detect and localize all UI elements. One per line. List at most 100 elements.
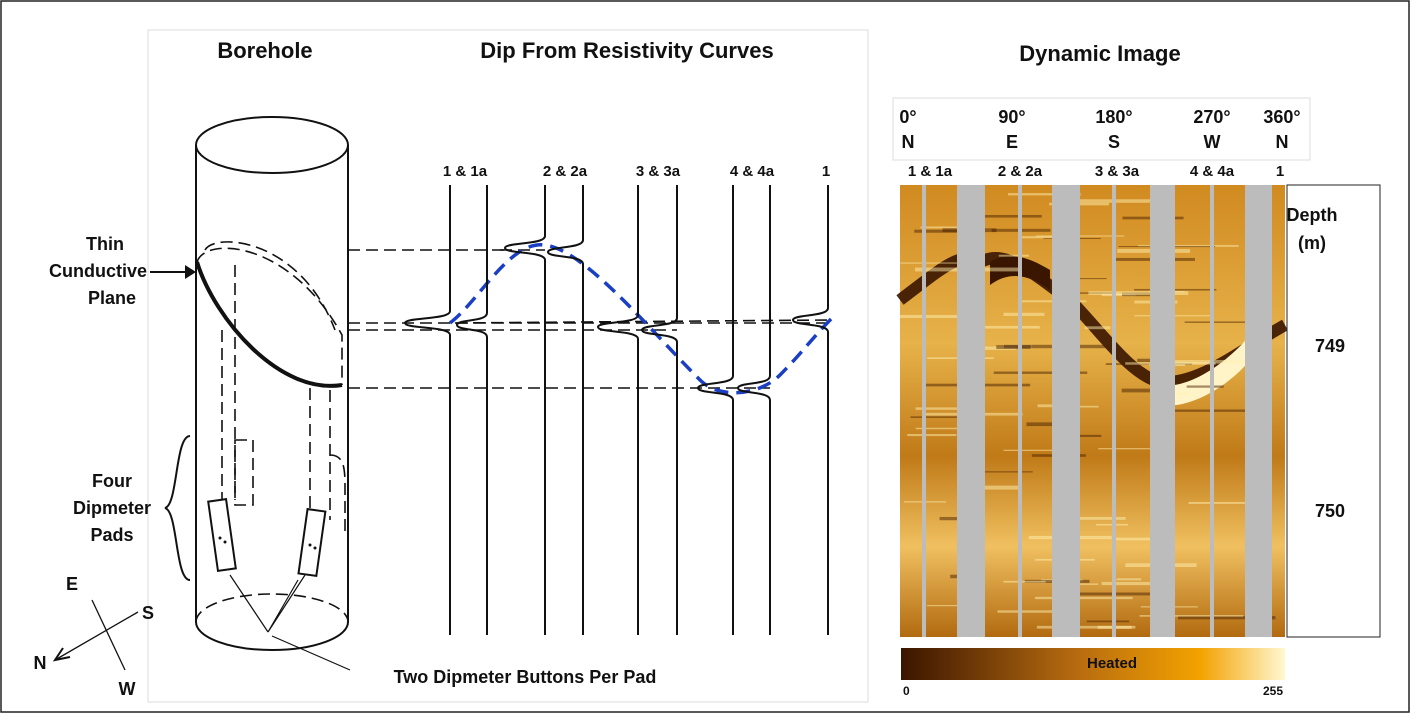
texture-streak: [1184, 321, 1259, 323]
texture-streak: [1086, 620, 1130, 623]
texture-streak: [1134, 288, 1217, 291]
texture-streak: [1007, 193, 1081, 196]
texture-streak: [984, 485, 1020, 490]
colorbar-min: 0: [903, 684, 910, 698]
curve-label: 1: [822, 163, 830, 180]
texture-streak: [1021, 236, 1062, 239]
compass-label: S: [142, 603, 154, 623]
button-gap: [922, 185, 926, 637]
texture-streak: [900, 262, 977, 264]
button-gap: [1210, 185, 1214, 637]
curve: [546, 185, 584, 635]
dynamic-image: [896, 185, 1288, 637]
texture-streak: [926, 604, 979, 607]
texture-streak: [993, 371, 1088, 374]
texture-streak: [1063, 592, 1173, 596]
compass-label: E: [66, 574, 78, 594]
title: Dip From Resistivity Curves: [480, 38, 773, 63]
texture-streak: [972, 325, 1040, 329]
button-gap: [1112, 185, 1116, 637]
depth-unit: (m): [1298, 233, 1326, 253]
texture-streak: [1034, 596, 1133, 600]
compass-label: W: [119, 679, 136, 699]
texture-streak: [1068, 405, 1099, 408]
curve: [791, 185, 829, 635]
depth-mark: 749: [1315, 336, 1345, 356]
curve: [736, 185, 771, 635]
texture-streak: [1036, 625, 1136, 629]
texture-streak: [998, 254, 1029, 257]
texture-streak: [1003, 449, 1081, 451]
texture-streak: [915, 407, 961, 410]
left-panel: [147, 29, 869, 703]
colorbar-label: Heated: [1087, 655, 1137, 672]
texture-streak: [1037, 404, 1058, 408]
colorbar: [901, 648, 1285, 680]
texture-streak: [1084, 326, 1111, 330]
azimuth-direction: W: [1204, 132, 1221, 152]
texture-streak: [907, 433, 957, 437]
button-gap: [1018, 185, 1022, 637]
curve-label: 3 & 3a: [636, 163, 681, 180]
title: Borehole: [217, 38, 312, 63]
plane-label: Plane: [88, 288, 136, 308]
buttons-label: Two Dipmeter Buttons Per Pad: [394, 667, 657, 687]
texture-streak: [1121, 388, 1173, 393]
texture-streak: [1036, 235, 1125, 237]
azimuth-angle: 270°: [1193, 107, 1230, 127]
depth-title: Depth: [1287, 205, 1338, 225]
curve-label: 1 & 1a: [443, 163, 488, 180]
texture-streak: [1098, 448, 1163, 450]
texture-streak: [915, 427, 978, 430]
texture-streak: [1137, 245, 1239, 247]
texture-streak: [1178, 616, 1276, 620]
curve: [596, 185, 639, 635]
azimuth-angle: 180°: [1095, 107, 1132, 127]
texture-streak: [1186, 385, 1224, 388]
pad-label: 4 & 4a: [1190, 163, 1235, 180]
texture-streak: [1101, 581, 1154, 586]
pad-label: 2 & 2a: [998, 163, 1043, 180]
colorbar-max: 255: [1263, 684, 1283, 698]
texture-streak: [1003, 580, 1046, 583]
resistivity-curves: [348, 185, 834, 635]
azimuth-direction: S: [1108, 132, 1120, 152]
azimuth-direction: N: [902, 132, 915, 152]
azimuth-angle: 360°: [1263, 107, 1300, 127]
pads-label: Pads: [90, 525, 133, 545]
texture-streak: [980, 471, 1033, 473]
plane-label: Thin: [86, 234, 124, 254]
texture-streak: [900, 314, 961, 319]
texture-streak: [1026, 422, 1058, 427]
depth-mark: 750: [1315, 501, 1345, 521]
texture-streak: [997, 610, 1057, 613]
borehole-drawing: [52, 116, 351, 671]
texture-streak: [1112, 537, 1158, 541]
azimuth-direction: E: [1006, 132, 1018, 152]
texture-streak: [1070, 583, 1099, 585]
compass-label: N: [34, 653, 47, 673]
pad-gap: [1245, 185, 1272, 637]
texture-streak: [1116, 578, 1142, 581]
azimuth-angle: 0°: [899, 107, 916, 127]
texture-streak: [1095, 523, 1129, 526]
pad-gap: [1150, 185, 1175, 637]
texture-streak: [1003, 312, 1045, 316]
texture-streak: [1188, 501, 1264, 504]
curve: [640, 185, 678, 635]
pad-label: 1 & 1a: [908, 163, 953, 180]
curve-label: 2 & 2a: [543, 163, 588, 180]
texture-streak: [1058, 516, 1126, 520]
pad-gap: [1052, 185, 1080, 637]
texture-streak: [977, 214, 1042, 218]
texture-streak: [920, 226, 958, 229]
texture-streak: [1088, 291, 1189, 296]
depth-box: [1286, 184, 1381, 638]
texture-streak: [1058, 278, 1107, 280]
texture-streak: [910, 416, 966, 418]
pad-gap: [957, 185, 985, 637]
curve-label: 4 & 4a: [730, 163, 775, 180]
texture-streak: [1139, 615, 1244, 617]
